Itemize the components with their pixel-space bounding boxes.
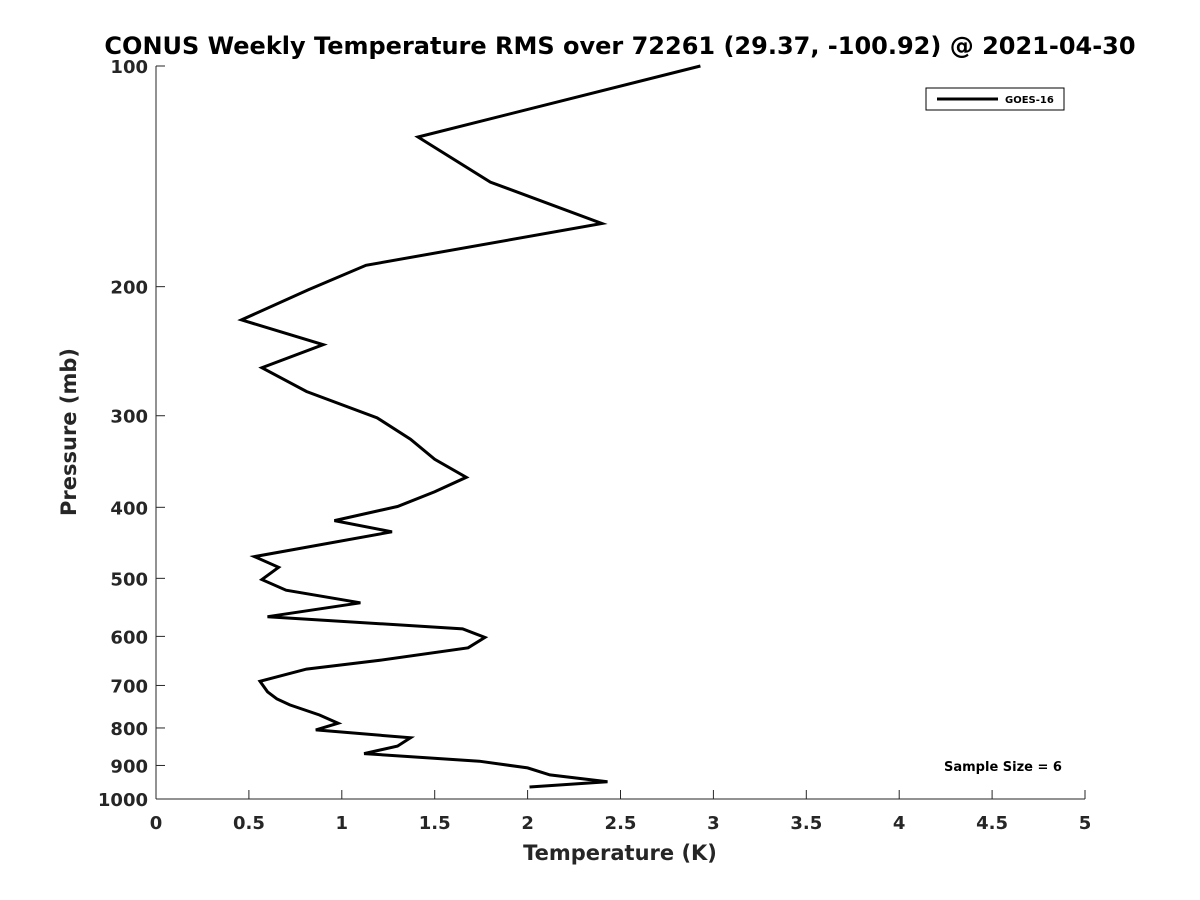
x-tick-label: 4: [893, 813, 906, 834]
x-tick-label: 3: [707, 813, 720, 834]
y-axis-label: Pressure (mb): [57, 348, 81, 516]
x-tick-label: 1: [336, 813, 349, 834]
sample-size-annotation: Sample Size = 6: [944, 760, 1062, 775]
y-tick-label: 200: [110, 278, 148, 299]
y-tick-label: 300: [110, 407, 148, 428]
x-tick-label: 4.5: [976, 813, 1008, 834]
y-tick-label: 100: [110, 57, 148, 78]
x-axis-ticks: 0 0.5 1 1.5 2 2.5 3 3.5 4 4.5 5: [150, 790, 1092, 834]
legend-entry-label: GOES-16: [1005, 95, 1054, 106]
x-tick-label: 5: [1079, 813, 1092, 834]
x-tick-label: 3.5: [790, 813, 822, 834]
y-tick-label: 700: [110, 676, 148, 697]
legend: GOES-16: [925, 87, 1065, 111]
y-tick-label: 400: [110, 498, 148, 519]
y-tick-label: 900: [110, 756, 148, 777]
y-tick-label: 600: [110, 627, 148, 648]
y-axis-ticks: 100 200 300 400 500 600 700 800 900 1000: [98, 57, 165, 811]
x-tick-label: 0.5: [233, 813, 265, 834]
series-layer: [237, 64, 701, 789]
y-tick-label: 500: [110, 569, 148, 590]
chart-title: CONUS Weekly Temperature RMS over 72261 …: [104, 32, 1135, 60]
x-tick-label: 0: [150, 813, 163, 834]
x-axis-label: Temperature (K): [523, 841, 717, 865]
x-tick-label: 2.5: [605, 813, 637, 834]
x-tick-label: 2: [521, 813, 534, 834]
y-tick-label: 800: [110, 719, 148, 740]
series-line-goes-16: [237, 64, 701, 789]
y-tick-label: 1000: [98, 790, 148, 811]
x-tick-label: 1.5: [419, 813, 451, 834]
